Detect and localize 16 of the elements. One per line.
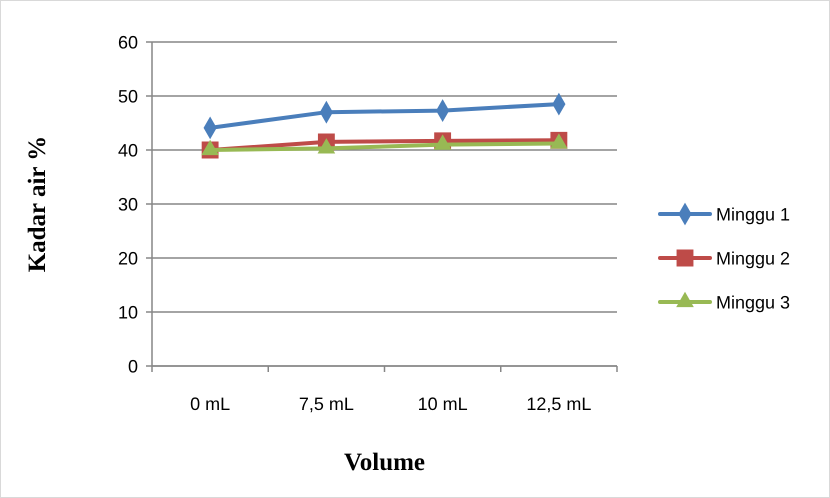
- y-tick-label: 10: [118, 302, 138, 322]
- y-tick-label: 0: [128, 356, 138, 376]
- y-tick-label: 40: [118, 140, 138, 160]
- x-tick-label: 12,5 mL: [526, 394, 592, 414]
- y-tick-label: 60: [118, 32, 138, 52]
- x-axis-title: Volume: [344, 449, 426, 476]
- y-tick-label: 20: [118, 248, 138, 268]
- legend-label: Minggu 3: [716, 292, 790, 312]
- y-tick-label: 50: [118, 86, 138, 106]
- legend-label: Minggu 2: [716, 248, 790, 268]
- y-axis-title: Kadar air %: [24, 136, 51, 272]
- x-tick-label: 10 mL: [418, 394, 468, 414]
- y-tick-label: 30: [118, 194, 138, 214]
- x-tick-label: 7,5 mL: [298, 394, 354, 414]
- legend-label: Minggu 1: [716, 204, 790, 224]
- x-tick-label: 0 mL: [190, 394, 230, 414]
